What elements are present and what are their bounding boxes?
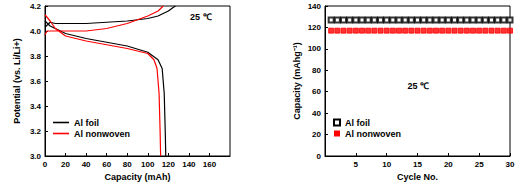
svg-text:10: 10 [382, 160, 391, 169]
svg-text:3.0: 3.0 [30, 152, 42, 161]
svg-text:80: 80 [312, 66, 321, 75]
svg-text:5: 5 [354, 160, 359, 169]
svg-text:30: 30 [506, 160, 515, 169]
svg-text:25 ℃: 25 ℃ [190, 12, 212, 22]
svg-text:4.0: 4.0 [30, 27, 42, 36]
svg-text:3.8: 3.8 [30, 52, 42, 61]
svg-text:25: 25 [475, 160, 484, 169]
svg-text:40: 40 [312, 109, 321, 118]
svg-text:160: 160 [203, 160, 217, 169]
svg-text:15: 15 [413, 160, 422, 169]
svg-text:Potential (vs. Li/Li+): Potential (vs. Li/Li+) [12, 38, 22, 123]
svg-text:60: 60 [102, 160, 111, 169]
svg-text:Al nonwoven: Al nonwoven [74, 129, 130, 139]
svg-text:Capacity (mAhg⁻¹): Capacity (mAhg⁻¹) [292, 42, 302, 120]
svg-text:Al foil: Al foil [345, 118, 370, 128]
svg-text:0: 0 [317, 152, 322, 161]
svg-text:Cycle No.: Cycle No. [397, 172, 438, 182]
svg-text:100: 100 [308, 44, 322, 53]
svg-text:20: 20 [312, 130, 321, 139]
svg-text:0: 0 [43, 160, 48, 169]
svg-text:Al nonwoven: Al nonwoven [345, 129, 401, 139]
svg-text:25 ℃: 25 ℃ [408, 81, 430, 91]
svg-text:20: 20 [61, 160, 70, 169]
svg-text:140: 140 [308, 2, 322, 11]
svg-text:20: 20 [444, 160, 453, 169]
svg-text:3.2: 3.2 [30, 127, 42, 136]
svg-text:Capacity (mAh): Capacity (mAh) [104, 172, 170, 182]
svg-text:40: 40 [82, 160, 91, 169]
svg-text:140: 140 [182, 160, 196, 169]
svg-text:80: 80 [123, 160, 132, 169]
svg-text:4.2: 4.2 [30, 2, 42, 11]
svg-text:3.6: 3.6 [30, 77, 42, 86]
svg-text:120: 120 [162, 160, 176, 169]
svg-text:Al foil: Al foil [74, 118, 99, 128]
svg-text:60: 60 [312, 87, 321, 96]
svg-text:100: 100 [141, 160, 155, 169]
svg-text:3.4: 3.4 [30, 102, 42, 111]
svg-text:120: 120 [308, 23, 322, 32]
